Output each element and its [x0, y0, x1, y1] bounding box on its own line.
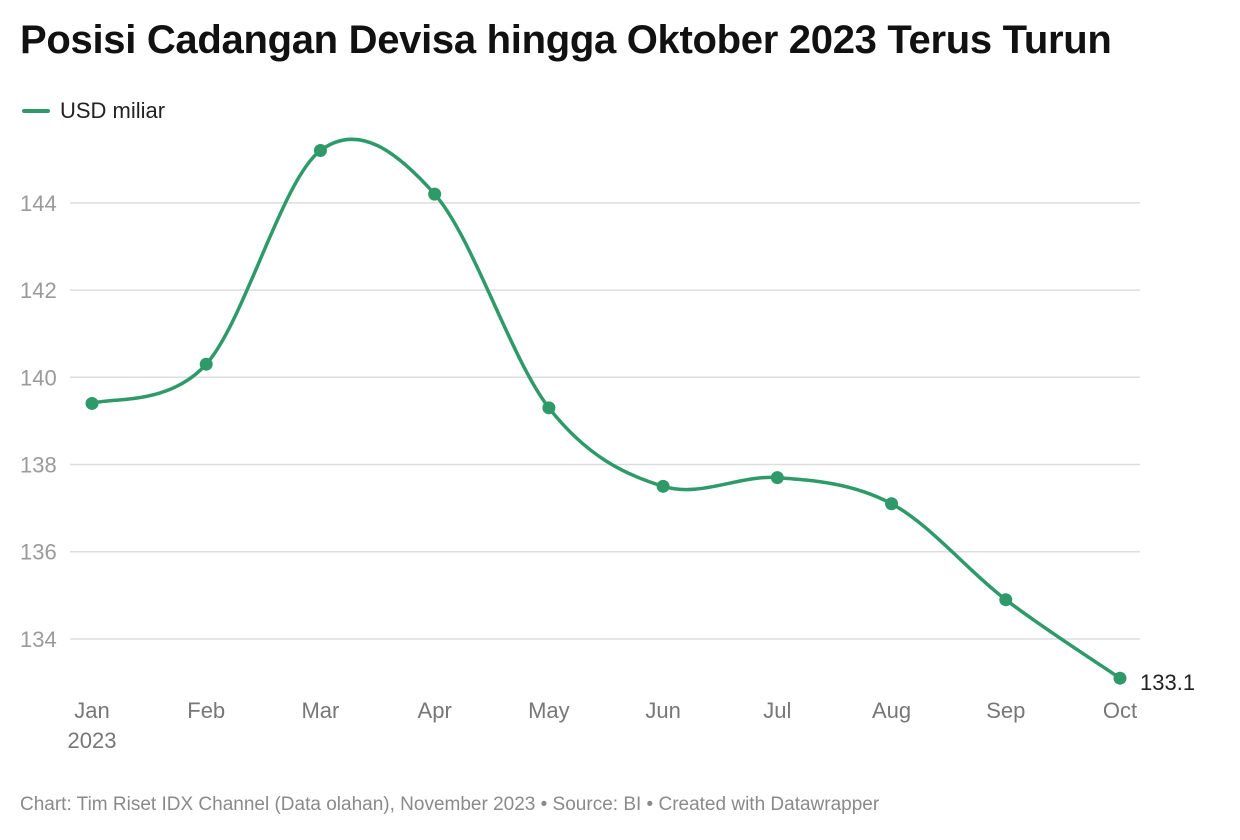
x-tick-label: Feb: [187, 698, 225, 723]
data-point-mar: [313, 144, 327, 158]
x-year-label: 2023: [68, 728, 117, 753]
x-tick-label: Aug: [872, 698, 911, 723]
x-tick-label: Jan: [74, 698, 109, 723]
y-axis-ticks: 134 136 138 140 142 144: [20, 191, 57, 652]
x-axis-ticks: Jan Feb Mar Apr May Jun Jul Aug Sep Oct 2023: [68, 698, 1138, 753]
data-point-apr: [428, 187, 442, 201]
data-point-may: [542, 401, 556, 415]
data-point-oct: [1113, 671, 1127, 685]
y-tick-label: 140: [20, 365, 57, 390]
data-point-jun: [656, 479, 670, 493]
legend-label: USD miliar: [60, 98, 166, 123]
y-tick-label: 142: [20, 278, 57, 303]
y-tick-label: 134: [20, 627, 57, 652]
chart-footer: Chart: Tim Riset IDX Channel (Data olaha…: [20, 794, 880, 815]
data-point-jan: [85, 396, 99, 410]
chart-title: Posisi Cadangan Devisa hingga Oktober 20…: [20, 18, 1112, 62]
series-line: [90, 137, 1122, 680]
x-tick-label: May: [528, 698, 570, 723]
data-points: 133.1: [85, 144, 1195, 695]
y-tick-label: 144: [20, 191, 57, 216]
data-point-aug: [885, 497, 899, 511]
legend-line-swatch: [22, 109, 50, 113]
gridlines: [70, 202, 1140, 640]
x-tick-label: Jul: [763, 698, 791, 723]
data-point-sep: [999, 593, 1013, 607]
legend: USD miliar: [22, 98, 165, 124]
x-tick-label: Oct: [1103, 698, 1137, 723]
data-point-jul: [770, 471, 784, 485]
x-tick-label: Sep: [986, 698, 1025, 723]
x-tick-label: Mar: [301, 698, 339, 723]
y-tick-label: 138: [20, 453, 57, 478]
y-tick-label: 136: [20, 540, 57, 565]
data-point-feb: [199, 357, 213, 371]
x-tick-label: Jun: [645, 698, 680, 723]
x-tick-label: Apr: [418, 698, 452, 723]
end-value-label: 133.1: [1140, 670, 1195, 695]
series-line-path: [90, 137, 1122, 680]
